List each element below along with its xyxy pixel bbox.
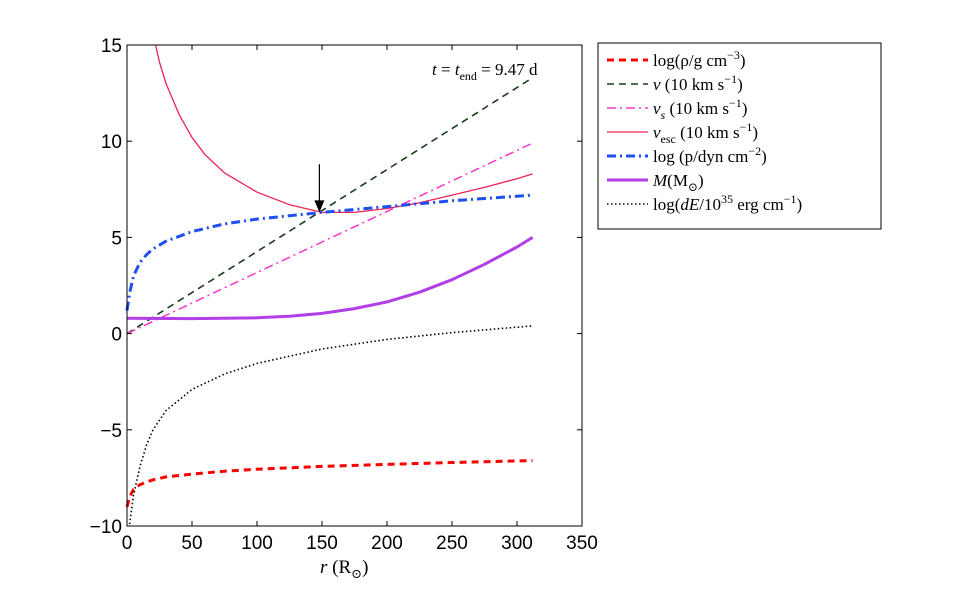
time-annotation-text: = tend = 9.47 d — [437, 60, 538, 83]
x-tick-label: 150 — [306, 533, 338, 554]
legend-label-6: log(dE/1035 erg cm−1) — [653, 192, 802, 214]
y-tick-label: −10 — [90, 517, 122, 538]
series-line-5 — [126, 236, 534, 321]
y-tick-label: 0 — [111, 325, 122, 346]
legend-box — [597, 42, 882, 230]
series-line-3 — [154, 44, 533, 214]
x-tick-label: 100 — [241, 533, 273, 554]
x-tick-label: 350 — [566, 533, 598, 554]
y-tick-label: 5 — [111, 228, 122, 249]
series-line-0 — [125, 459, 533, 508]
legend-label-4: log (p/dyn cm−2) — [653, 144, 767, 166]
x-tick-label: 0 — [122, 533, 133, 554]
arrow-head — [314, 200, 325, 213]
arrow-layer — [314, 164, 325, 213]
y-tick-label: −5 — [100, 421, 122, 442]
y-tick-label: 15 — [101, 36, 122, 57]
y-tick-label: 10 — [101, 132, 122, 153]
plot-area — [127, 45, 582, 526]
x-tick-label: 200 — [371, 533, 403, 554]
legend-label-1: v (10 km s−1) — [653, 72, 743, 94]
x-tick-label: 50 — [181, 533, 202, 554]
legend-entries: log(ρ/g cm−3)v (10 km s−1)vs (10 km s−1)… — [607, 48, 802, 214]
series-line-6 — [128, 325, 533, 525]
x-tick-label: 250 — [436, 533, 468, 554]
legend-label-0: log(ρ/g cm−3) — [653, 48, 746, 70]
legend-label-5: M(M⊙) — [652, 171, 704, 194]
time-annotation: t = tend = 9.47 d — [432, 60, 538, 83]
series-layer — [125, 44, 534, 525]
legend: log(ρ/g cm−3)v (10 km s−1)vs (10 km s−1)… — [597, 42, 882, 230]
tick-layer: 0 50 100 150 200 250 300 350 −10 −5 0 5 10 15 — [90, 36, 598, 554]
plot-frame — [126, 44, 583, 527]
x-tick-label: 300 — [501, 533, 533, 554]
x-axis-label: r (R⊙) — [320, 557, 368, 581]
series-line-1 — [126, 77, 534, 335]
legend-label-2: vs (10 km s−1) — [653, 96, 747, 122]
legend-label-3: vesc (10 km s−1) — [653, 120, 758, 146]
series-line-4 — [125, 193, 533, 311]
